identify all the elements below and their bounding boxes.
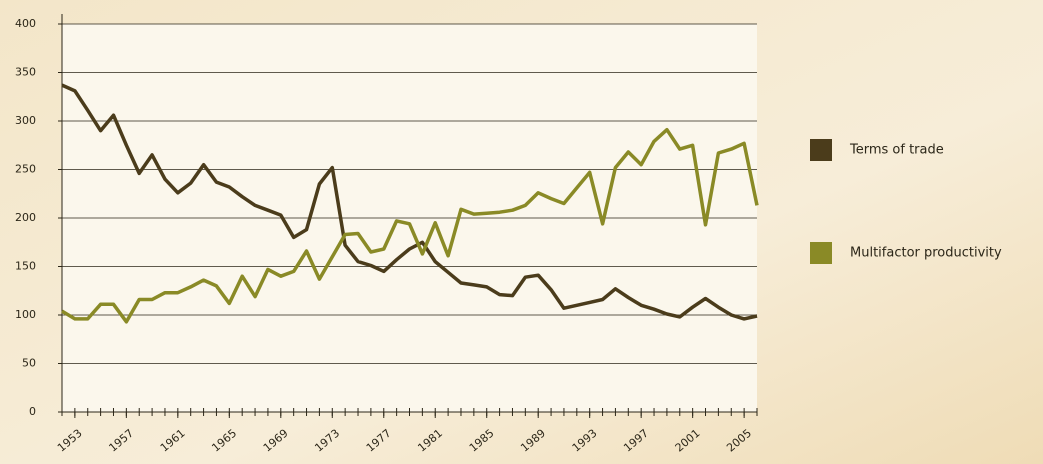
y-tick-label: 100 [15,308,36,321]
y-tick-label: 200 [15,211,36,224]
line-series [61,83,758,321]
y-tick-label: 250 [15,163,36,176]
y-tick-label: 350 [15,66,36,79]
y-tick-label: 300 [15,114,36,127]
legend-label: Multifactor productivity [850,246,1002,261]
legend-swatch [810,242,832,264]
y-tick-label: 50 [22,357,36,370]
legend-swatch [810,139,832,161]
y-tick-label: 150 [15,260,36,273]
legend-label: Terms of trade [849,143,944,158]
line-series [61,127,759,324]
y-tick-label: 400 [15,17,36,30]
y-tick-label: 0 [29,405,36,418]
